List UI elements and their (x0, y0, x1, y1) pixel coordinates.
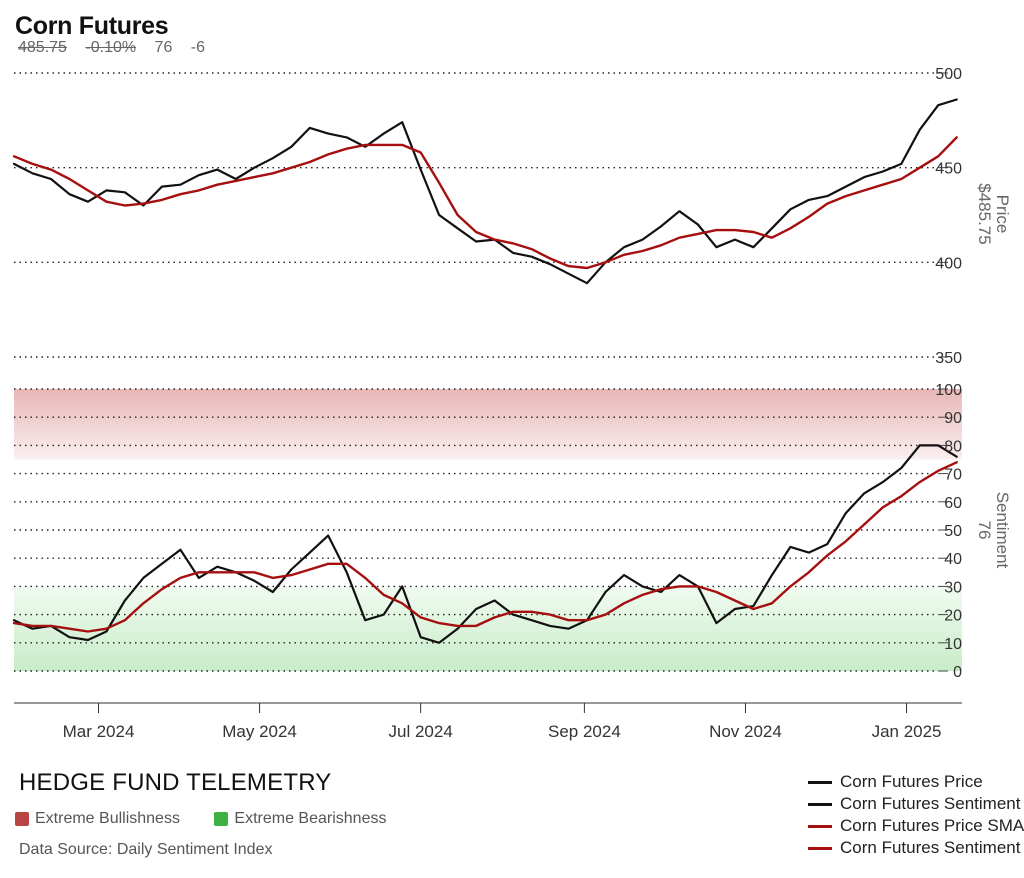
data-source: Data Source: Daily Sentiment Index (19, 841, 273, 858)
sentiment-tick-label: 100 (935, 382, 962, 399)
zone-legend: Extreme Bullishness Extreme Bearishness (15, 810, 416, 831)
sentiment-tick-label: 40 (944, 551, 962, 568)
x-tick-label: Mar 2024 (63, 722, 135, 741)
extreme-bullish-band (14, 389, 962, 460)
x-tick-label: Nov 2024 (709, 722, 782, 741)
sentiment-sma-line (12, 461, 958, 633)
sentiment-change: -6 (190, 39, 206, 56)
extreme-bearish-band (14, 586, 962, 671)
bullish-label: Extreme Bullishness (35, 810, 180, 827)
legend-line-price-sma (808, 824, 832, 828)
zone-legend-bearish: Extreme Bearishness (214, 810, 386, 828)
sentiment-tick-label: 60 (944, 495, 962, 512)
price-tick-label: 500 (935, 66, 962, 83)
price-change: -0.10% (85, 39, 137, 56)
sentiment-tick-label: 0 (953, 664, 962, 681)
last-price: 485.75 (18, 39, 67, 56)
brand-name: HEDGE FUND TELEMETRY (19, 769, 332, 796)
x-tick-label: Sep 2024 (548, 722, 621, 741)
sentiment-tick-label: 80 (944, 438, 962, 455)
legend-label-price: Corn Futures Price (840, 772, 983, 791)
sentiment-last-value: 76 (975, 521, 994, 540)
series-legend: Corn Futures Price Corn Futures Sentimen… (808, 771, 1024, 859)
price-line (12, 98, 958, 285)
legend-label-sentiment: Corn Futures Sentiment (840, 794, 1021, 813)
legend-item-price[interactable]: Corn Futures Price (808, 771, 1024, 793)
legend-item-sentiment[interactable]: Corn Futures Sentiment (808, 793, 1024, 815)
sentiment-tick-label: 50 (944, 523, 962, 540)
price-tick-label: 400 (935, 255, 962, 272)
sentiment-axis-title: Sentiment (993, 492, 1012, 569)
legend-line-sentiment (808, 802, 832, 806)
zone-legend-bullish: Extreme Bullishness (15, 810, 180, 828)
last-sentiment: 76 (154, 39, 173, 56)
price-stats: 485.75 -0.10% 76 -6 (18, 39, 219, 57)
sentiment-tick-label: 10 (944, 636, 962, 653)
price-last-value: $485.75 (975, 183, 994, 244)
x-tick-label: May 2024 (222, 722, 297, 741)
legend-line-price (808, 780, 832, 784)
bearish-swatch (214, 812, 229, 826)
legend-label-sentiment-sma: Corn Futures Sentiment SMA (840, 838, 1024, 857)
bearish-label: Extreme Bearishness (234, 810, 387, 827)
sentiment-tick-label: 30 (944, 579, 962, 596)
sentiment-tick-label: 70 (944, 467, 962, 484)
legend-label-price-sma: Corn Futures Price SMA (840, 816, 1024, 835)
x-tick-label: Jul 2024 (389, 722, 453, 741)
legend-line-sentiment-sma (808, 846, 832, 850)
sentiment-tick-label: 20 (944, 608, 962, 625)
price-sma-line (12, 136, 958, 270)
price-tick-label: 350 (935, 350, 962, 367)
bullish-swatch (15, 812, 29, 826)
legend-item-sentiment-sma[interactable]: Corn Futures Sentiment SMA (808, 837, 1024, 859)
legend-item-price-sma[interactable]: Corn Futures Price SMA (808, 815, 1024, 837)
sentiment-line (12, 444, 958, 644)
sentiment-tick-label: 90 (944, 410, 962, 427)
x-tick-label: Jan 2025 (872, 722, 942, 741)
price-tick-label: 450 (935, 161, 962, 178)
price-axis-title: Price (993, 195, 1012, 234)
page-title: Corn Futures (15, 12, 169, 40)
